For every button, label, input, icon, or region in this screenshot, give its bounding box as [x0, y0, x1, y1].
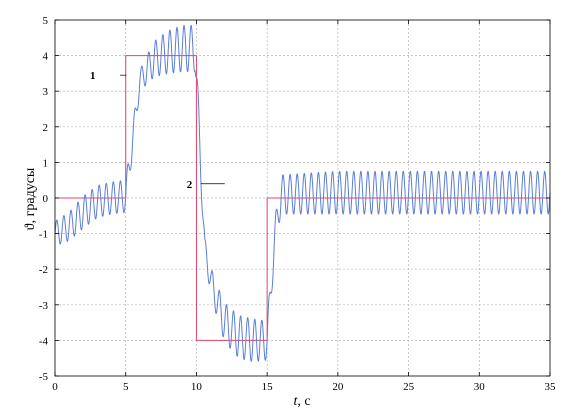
x-tick-label: 25 — [403, 381, 415, 393]
x-tick-label: 30 — [474, 381, 486, 393]
curve-label-2: 2 — [187, 179, 193, 191]
y-tick-label: -4 — [39, 335, 49, 347]
x-tick-label: 10 — [191, 381, 203, 393]
y-tick-label: 0 — [43, 193, 49, 205]
curve-label-1: 1 — [90, 70, 96, 82]
y-tick-label: 4 — [43, 51, 49, 63]
y-tick-label: -5 — [39, 371, 49, 383]
x-tick-label: 5 — [123, 381, 129, 393]
series-line-1 — [55, 55, 550, 341]
series-layer — [54, 24, 551, 362]
x-axis-label: t, c — [293, 394, 310, 409]
y-tick-label: 3 — [43, 86, 49, 98]
y-tick-label: -3 — [39, 300, 49, 312]
y-tick-label: 5 — [43, 15, 49, 27]
y-axis-label: ϑ, градусы — [23, 167, 38, 230]
y-tick-label: -2 — [39, 264, 48, 276]
x-tick-label: 20 — [332, 381, 344, 393]
y-tick-label: -1 — [39, 229, 48, 241]
y-tick-label: 2 — [43, 122, 49, 134]
y-tick-label: 1 — [43, 157, 49, 169]
series-line-2 — [54, 24, 551, 362]
x-tick-label: 35 — [545, 381, 557, 393]
x-tick-label: 0 — [52, 381, 58, 393]
x-tick-label: 15 — [262, 381, 274, 393]
annotations: 12 — [90, 70, 225, 191]
